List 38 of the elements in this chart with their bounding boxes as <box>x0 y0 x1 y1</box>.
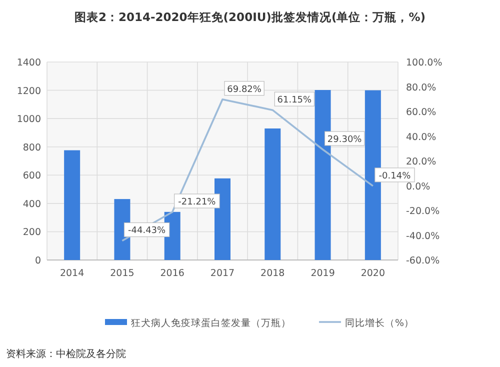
y2-tick-label: 20.0% <box>406 156 436 168</box>
y-tick-label: 200 <box>22 227 41 238</box>
data-label: -21.21% <box>178 197 216 208</box>
legend-label: 同比增长（%） <box>345 317 414 329</box>
data-label: -44.43% <box>128 226 166 236</box>
y-tick-label: 600 <box>22 170 41 182</box>
y2-tick-label: -60.0% <box>406 256 440 266</box>
y-tick-label: 1400 <box>16 58 41 68</box>
x-tick-label: 2019 <box>310 268 335 279</box>
x-tick-label: 2014 <box>60 268 84 279</box>
y-tick-label: 800 <box>22 142 41 154</box>
text: 资料来源：中检院及各分院 <box>6 348 126 360</box>
chart-title: 图表2：2014-2020年狂免(200IU)批签发情况(单位：万瓶，%) <box>74 10 426 24</box>
x-tick-label: 2015 <box>110 268 134 279</box>
bar <box>214 178 230 260</box>
y-tick-label: 1000 <box>16 114 41 126</box>
y2-tick-label: 40.0% <box>406 132 436 143</box>
x-tick-label: 2020 <box>360 268 386 279</box>
x-tick-label: 2018 <box>260 268 285 279</box>
x-tick-label: 2016 <box>160 268 184 279</box>
y-tick-label: 400 <box>22 198 41 210</box>
y2-tick-label: 100.0% <box>406 58 442 68</box>
y2-tick-label: 80.0% <box>406 82 436 94</box>
y2-tick-label: -40.0% <box>406 230 440 242</box>
y2-tick-label: 60.0% <box>406 107 436 118</box>
data-label: 69.82% <box>227 84 262 95</box>
y2-tick-label: 0.0% <box>406 181 430 192</box>
bar <box>264 128 281 260</box>
data-label: 29.30% <box>327 134 362 145</box>
y-tick-label: 0 <box>34 256 41 266</box>
y2-tick-label: -20.0% <box>406 206 440 217</box>
y-tick-label: 1200 <box>16 86 41 97</box>
data-label: 61.15% <box>277 96 312 106</box>
legend-label: 狂犬病人免疫球蛋白签发量（万瓶） <box>131 317 291 329</box>
bar <box>64 150 80 260</box>
bar <box>364 90 381 260</box>
x-tick-label: 2017 <box>210 268 235 279</box>
data-label: -0.14% <box>378 171 412 182</box>
